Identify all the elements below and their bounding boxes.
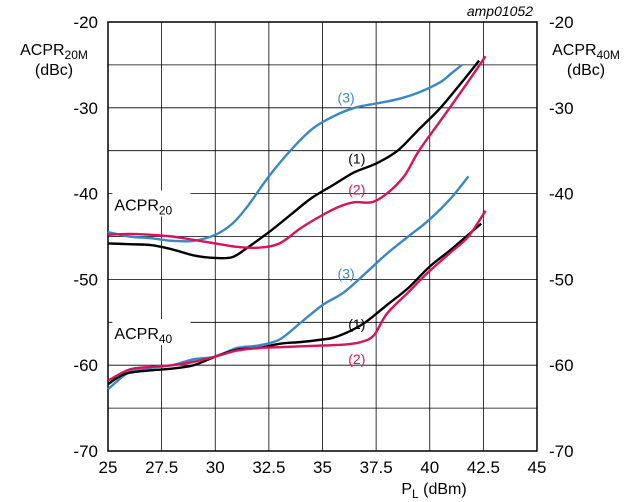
group-label-acpr20: ACPR20 — [114, 197, 172, 217]
y-right-tick-label: -60 — [549, 356, 574, 375]
y-left-tick-label: -50 — [73, 270, 98, 289]
series-curve-acpr20-1 — [107, 59, 481, 260]
x-tick-label: 35 — [313, 458, 332, 477]
x-tick-label: 32.5 — [252, 458, 285, 477]
y-right-axis-unit: (dBc) — [567, 62, 605, 79]
series-label-acpr40-3: (3) — [338, 265, 355, 281]
y-right-tick-labels: -70 -60 -50 -40 -30 -20 — [549, 13, 574, 461]
y-left-tick-label: -20 — [73, 13, 98, 32]
series-label-acpr40-2: (2) — [348, 351, 365, 367]
group-label-acpr40: ACPR40 — [114, 326, 172, 346]
series-label-acpr20-3: (3) — [338, 90, 355, 106]
y-right-tick-label: -50 — [549, 270, 574, 289]
group-labels: ACPR20 ACPR40 — [112, 190, 191, 346]
series-curves — [107, 55, 487, 391]
series-labels: (3) (1) (2) (3) (1) (2) — [338, 90, 366, 368]
y-left-tick-label: -60 — [73, 356, 98, 375]
x-tick-label: 25 — [99, 458, 118, 477]
y-left-tick-label: -70 — [73, 442, 98, 461]
group-label-backdrop — [112, 319, 191, 346]
series-label-acpr20-2: (2) — [348, 181, 365, 197]
x-axis-title: PL (dBm) — [401, 481, 466, 501]
y-right-tick-label: -40 — [549, 185, 574, 204]
x-tick-label: 45 — [528, 458, 547, 477]
y-left-tick-labels: -70 -60 -50 -40 -30 -20 — [73, 13, 98, 461]
x-tick-label: 37.5 — [360, 458, 393, 477]
x-tick-label: 40 — [420, 458, 439, 477]
x-tick-label: 30 — [206, 458, 225, 477]
series-label-acpr20-1: (1) — [348, 150, 365, 166]
y-right-tick-label: -30 — [549, 99, 574, 118]
series-curve-acpr40-2 — [107, 210, 487, 382]
series-label-acpr40-1: (1) — [348, 316, 365, 332]
y-left-axis-unit: (dBc) — [35, 62, 73, 79]
y-right-tick-label: -20 — [549, 13, 574, 32]
group-label-backdrop — [112, 190, 191, 217]
y-right-tick-label: -70 — [549, 442, 574, 461]
x-tick-label: 42.5 — [467, 458, 500, 477]
y-right-axis-title: ACPR40M — [552, 42, 620, 62]
x-tick-labels: 25 27.5 30 32.5 35 37.5 40 42.5 45 — [99, 458, 547, 477]
figure-code: amp01052 — [467, 3, 533, 19]
series-curve-acpr40-1 — [107, 222, 482, 386]
series-curve-acpr20-2 — [107, 55, 487, 250]
series-curve-acpr20-3 — [107, 63, 463, 243]
x-tick-label: 27.5 — [145, 458, 178, 477]
y-left-tick-label: -30 — [73, 99, 98, 118]
y-left-axis-title: ACPR20M — [20, 42, 88, 62]
y-left-tick-label: -40 — [73, 185, 98, 204]
